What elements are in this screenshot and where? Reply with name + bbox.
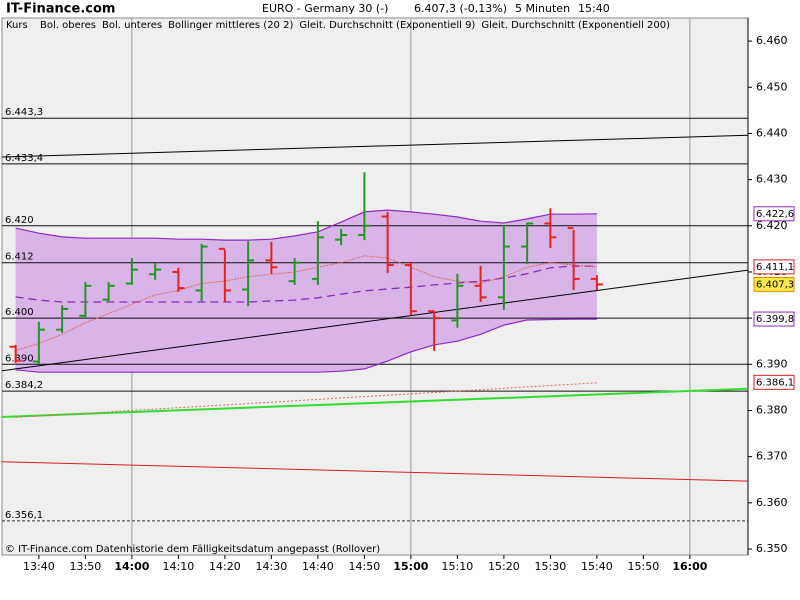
ema-200-line [15,382,597,418]
x-tick-label: 15:20 [488,560,520,573]
bollinger-upper [15,209,597,241]
x-tick-label: 15:10 [442,560,474,573]
legend-entry: Bollinger mittleres (20 2) [168,20,293,31]
price-label: 6.411,1 [756,262,794,273]
y-tick-label: 6.440 [756,126,788,139]
price-label-box [753,276,795,292]
ema-9-line [15,255,597,351]
x-tick-label: 15:00 [393,560,428,573]
price-label: 6.422,6 [756,209,794,220]
x-tick-label: 16:00 [672,560,707,573]
x-tick-label: 15:30 [535,560,567,573]
x-tick-label: 15:50 [628,560,660,573]
y-tick-label: 6.380 [756,403,788,416]
price-label-box [753,206,795,222]
trendline [1,134,749,158]
price-label: 6.399,8 [756,314,794,325]
y-tick-label: 6.360 [756,496,788,509]
x-tick-label: 14:30 [256,560,288,573]
x-tick-label: 14:40 [302,560,334,573]
time: 15:40 [578,2,610,15]
price-label-box [753,259,795,275]
horizontal-line-label: 6.356,1 [5,510,43,521]
y-tick-label: 6.460 [756,34,788,47]
horizontal-line-label: 6.412 [5,252,34,263]
horizontal-line-label: 6.420 [5,215,34,226]
legend-entry: Bol. unteres [102,20,162,31]
x-tick-label: 14:10 [163,560,195,573]
price-label-box [753,374,795,390]
trendline [1,387,749,418]
bollinger-middle [15,265,597,303]
trendline [1,461,749,482]
x-tick-label: 14:00 [114,560,149,573]
legend-entry: Bol. oberes [40,20,96,31]
bollinger-fill [15,210,597,373]
y-tick-label: 6.420 [756,219,788,232]
legend-entry: Gleit. Durchschnitt (Exponentiell 200) [481,20,670,31]
x-tick-label: 13:50 [70,560,102,573]
y-tick-label: 6.450 [756,80,788,93]
y-tick-label: 6.430 [756,173,788,186]
price-label: 6.386,1 [756,377,794,388]
x-tick-label: 13:40 [23,560,55,573]
brand: IT-Finance.com [6,2,115,17]
chart-title: EURO - Germany 30 (-) [262,2,388,15]
bollinger-lower [15,318,597,373]
y-tick-label: 6.390 [756,357,788,370]
interval: 5 Minuten [515,2,570,15]
trendline [1,269,749,372]
horizontal-line-label: 6.443,3 [5,107,43,118]
horizontal-line-label: 6.433,4 [5,153,43,164]
x-tick-label: 14:20 [209,560,241,573]
horizontal-line-label: 6.384,2 [5,380,43,391]
quote: 6.407,3 (-0,13%) [414,2,507,15]
y-tick-label: 6.350 [756,542,788,555]
legend-entry: Gleit. Durchschnitt (Exponentiell 9) [299,20,475,31]
y-tick-label: 6.370 [756,450,788,463]
horizontal-line-label: 6.400 [5,307,34,318]
legend-entry: Kurs [6,20,28,31]
layers: 13:40 13:50 14:00 14:10 14:20 14:30 14:40 14:50… [1,18,795,573]
x-tick-label: 14:50 [349,560,381,573]
x-tick-label: 15:40 [581,560,613,573]
price-label-box [753,311,795,327]
footer: © IT-Finance.com Datenhistorie dem Fälli… [5,544,380,555]
horizontal-line-label: 6.390 [5,353,34,364]
price-label: 6.407,3 [756,279,794,290]
